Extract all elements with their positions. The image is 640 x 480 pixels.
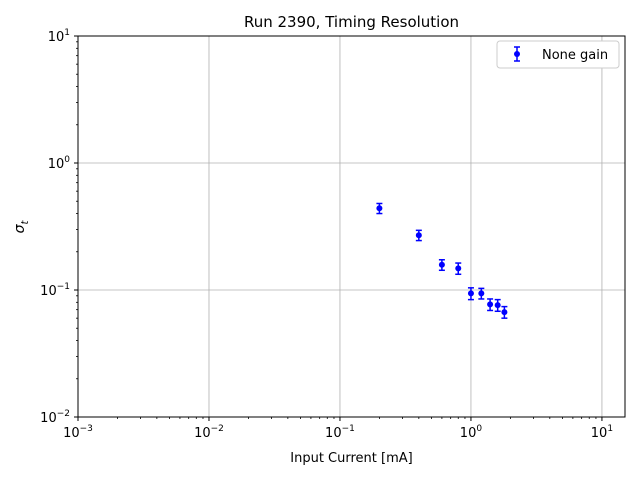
x-tick-label: 101	[591, 424, 613, 441]
data-marker	[415, 232, 422, 239]
x-axis-label: Input Current [mA]	[290, 451, 412, 466]
data-point	[487, 298, 494, 312]
x-tick-label: 100	[460, 424, 483, 441]
data-point	[438, 259, 445, 272]
data-marker	[494, 302, 501, 309]
x-tick-label: 10−3	[63, 424, 93, 441]
y-tick-label: 100	[48, 155, 71, 172]
data-point	[415, 229, 422, 242]
data-marker	[455, 265, 462, 272]
legend-label: None gain	[542, 48, 608, 63]
y-axis-label: σt	[12, 220, 31, 234]
data-point	[467, 287, 474, 301]
y-tick-label: 10−2	[40, 409, 70, 426]
data-point	[376, 202, 383, 215]
x-tick-label: 10−2	[194, 424, 224, 441]
legend-marker	[514, 46, 520, 62]
data-marker	[467, 290, 474, 297]
data-marker	[376, 205, 383, 212]
legend: None gain	[496, 40, 620, 69]
plot-area-frame	[77, 35, 626, 418]
y-tick-label: 10−1	[40, 282, 70, 299]
y-tick-label: 101	[48, 28, 70, 45]
grid-lines	[77, 35, 625, 418]
data-point	[501, 305, 508, 319]
data-marker	[501, 309, 508, 316]
data-marker	[438, 261, 445, 268]
x-tick-label: 10−1	[325, 424, 355, 441]
data-point	[478, 287, 485, 300]
chart-title: Run 2390, Timing Resolution	[244, 13, 459, 31]
data-marker	[487, 301, 494, 308]
data-point	[455, 262, 462, 276]
data-point	[494, 298, 501, 313]
data-marker	[478, 290, 485, 297]
legend-box	[496, 40, 620, 69]
data-series	[376, 202, 508, 319]
